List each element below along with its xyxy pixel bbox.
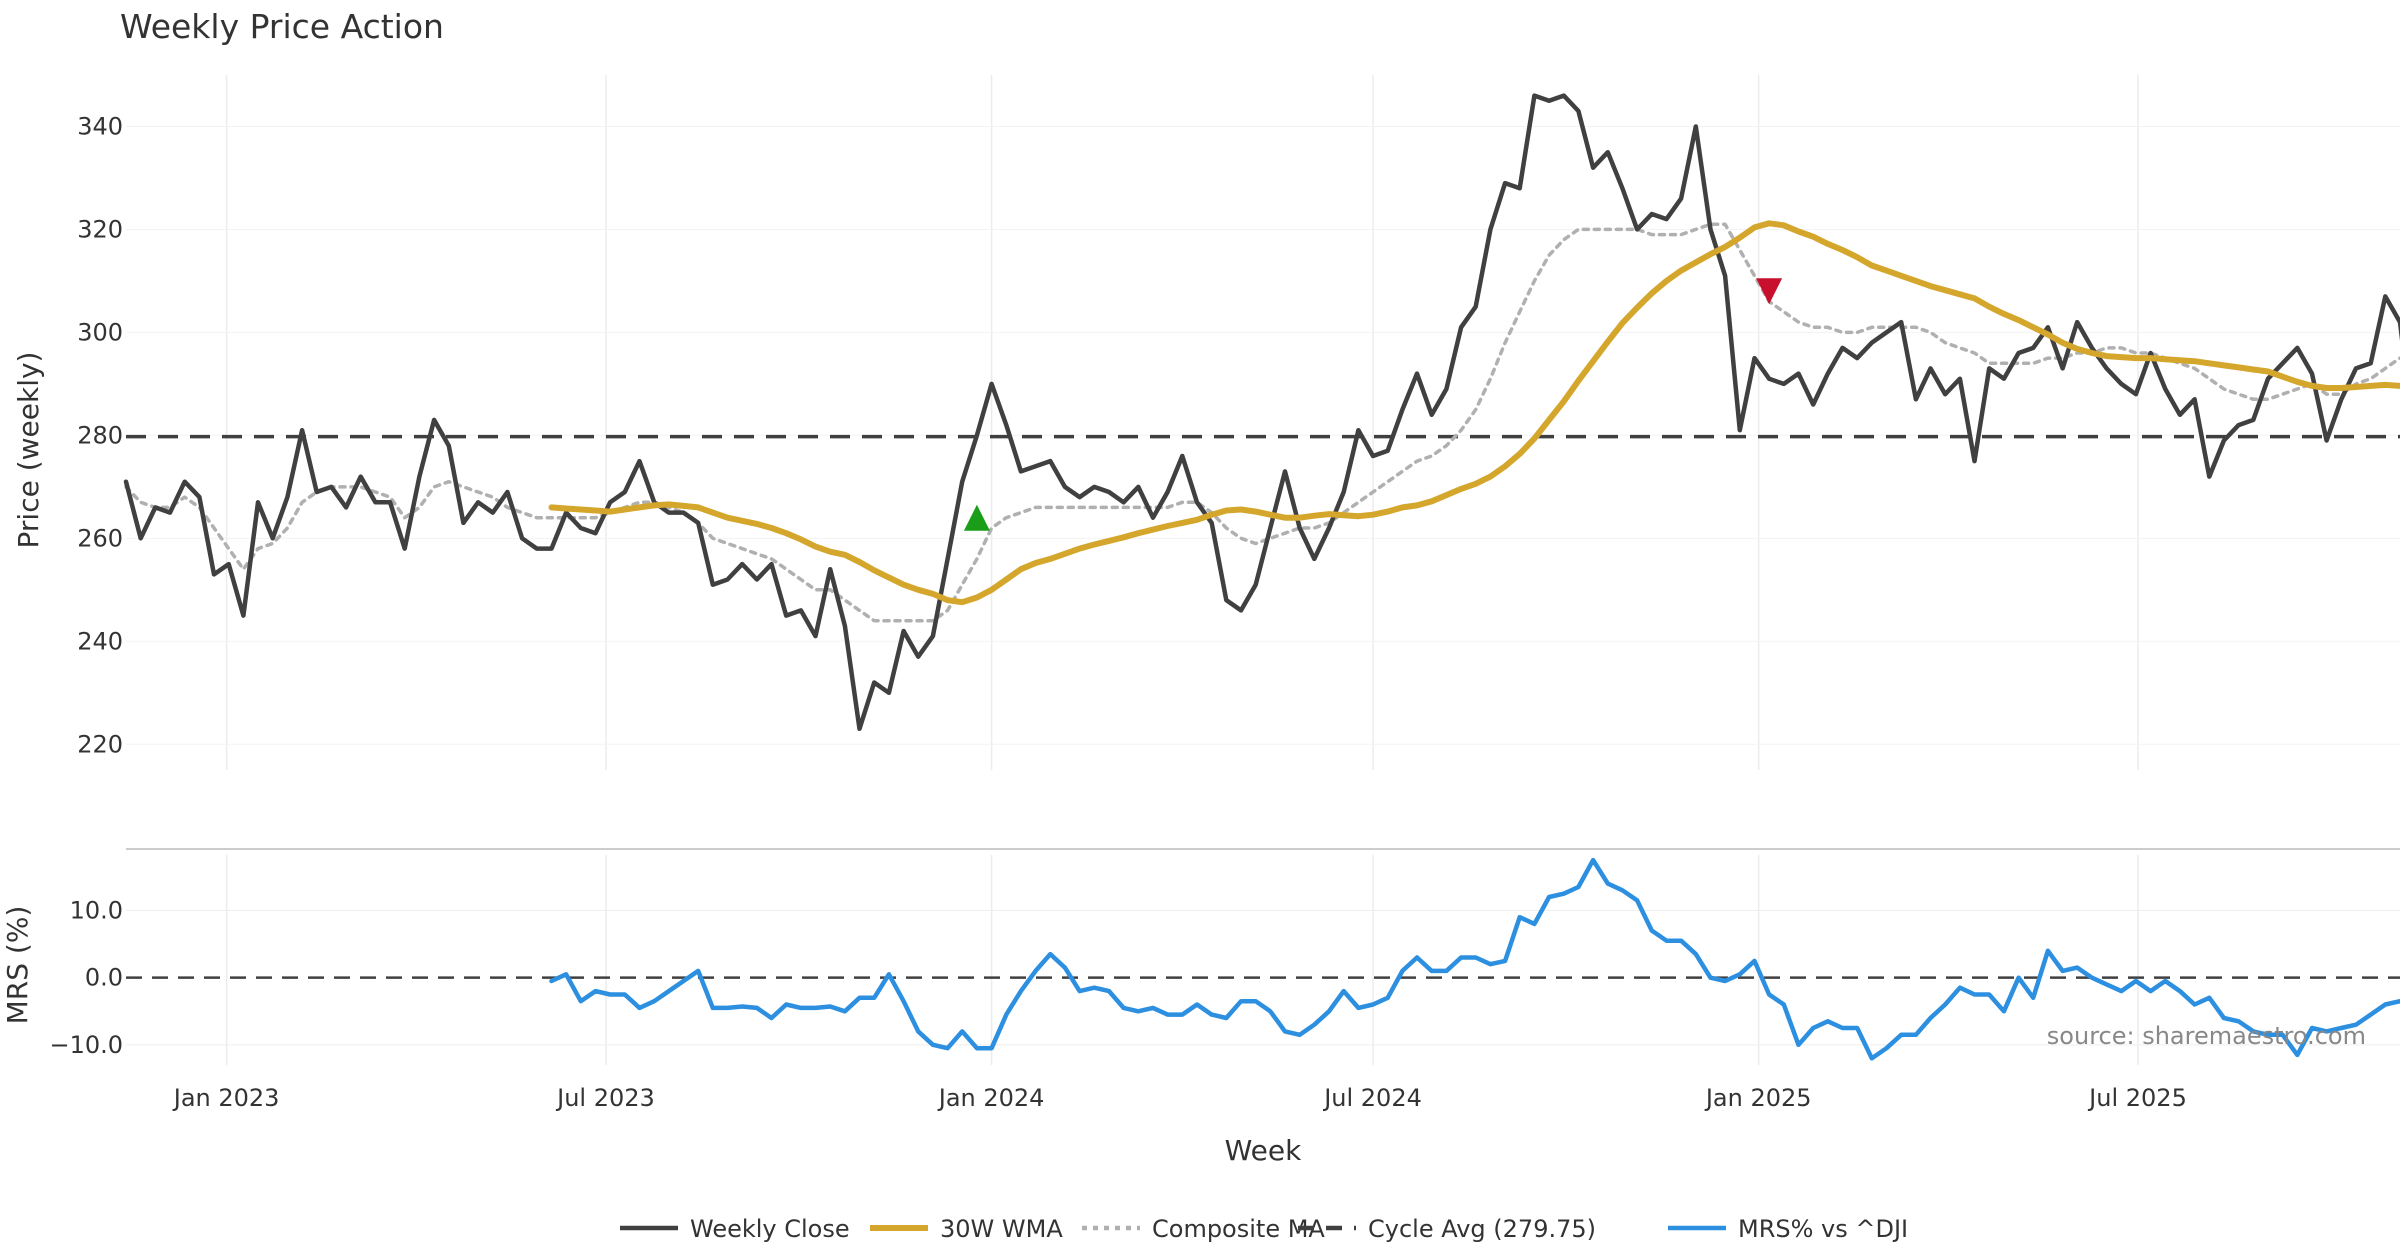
mrs-grid [126, 855, 2400, 1065]
price-panel: 220 240 260 280 300 320 340 Price (weekly) [12, 75, 2400, 770]
price-y-tick-label: 260 [77, 524, 123, 552]
buy-signal-marker [963, 504, 990, 531]
price-y-axis-label: Price (weekly) [12, 352, 45, 549]
weekly-close-line [123, 93, 2400, 732]
legend-item: 30W WMA [870, 1215, 1063, 1243]
sell-signal-marker [1756, 278, 1783, 305]
price-y-tick-label: 320 [77, 215, 123, 243]
mrs-y-tick-label: 10.0 [70, 896, 123, 924]
price-y-tick-label: 220 [77, 730, 123, 758]
mrs-y-axis-label: MRS (%) [1, 906, 34, 1025]
x-tick-label: Jan 2025 [1704, 1084, 1812, 1112]
price-y-tick-label: 340 [77, 112, 123, 140]
price-grid [126, 75, 2400, 770]
price-y-ticks: 220 240 260 280 300 320 340 [77, 112, 123, 758]
x-tick-label: Jan 2023 [172, 1084, 280, 1112]
legend-label: MRS% vs ^DJI [1738, 1215, 1908, 1243]
legend-label: Cycle Avg (279.75) [1368, 1215, 1596, 1243]
legend-label: Weekly Close [690, 1215, 850, 1243]
x-tick-label: Jul 2024 [1322, 1084, 1422, 1112]
legend-item: Composite MA [1082, 1215, 1325, 1243]
composite-ma-line [124, 222, 2400, 623]
price-y-tick-label: 240 [77, 627, 123, 655]
legend: Weekly Close 30W WMA Composite MA Cycle Avg… [620, 1215, 1908, 1243]
mrs-y-ticks: 10.0 0.0 −10.0 [49, 896, 123, 1058]
wma-30w-line [548, 220, 2400, 606]
x-axis-ticks: Jan 2023 Jul 2023 Jan 2024 Jul 2024 Jan 2025… [172, 1084, 2187, 1112]
legend-label: Composite MA [1152, 1215, 1325, 1243]
source-watermark: source: sharemaestro.com [2047, 1022, 2366, 1050]
mrs-line [549, 857, 2400, 1061]
signal-markers [963, 278, 1783, 531]
x-tick-label: Jan 2024 [937, 1084, 1045, 1112]
legend-label: 30W WMA [940, 1215, 1063, 1243]
price-series [123, 93, 2400, 732]
price-y-tick-label: 300 [77, 318, 123, 346]
x-tick-label: Jul 2023 [555, 1084, 655, 1112]
legend-item: Cycle Avg (279.75) [1298, 1215, 1596, 1243]
x-axis-label: Week [1225, 1134, 1302, 1167]
legend-item: Weekly Close [620, 1215, 850, 1243]
legend-item: MRS% vs ^DJI [1668, 1215, 1908, 1243]
chart-title: Weekly Price Action [120, 7, 444, 46]
price-y-tick-label: 280 [77, 421, 123, 449]
mrs-panel: 10.0 0.0 −10.0 MRS (%) source: sharemaestr… [1, 855, 2400, 1065]
mrs-series [549, 857, 2400, 1061]
mrs-y-tick-label: 0.0 [85, 964, 123, 992]
x-tick-label: Jul 2025 [2087, 1084, 2187, 1112]
mrs-y-tick-label: −10.0 [49, 1031, 123, 1059]
